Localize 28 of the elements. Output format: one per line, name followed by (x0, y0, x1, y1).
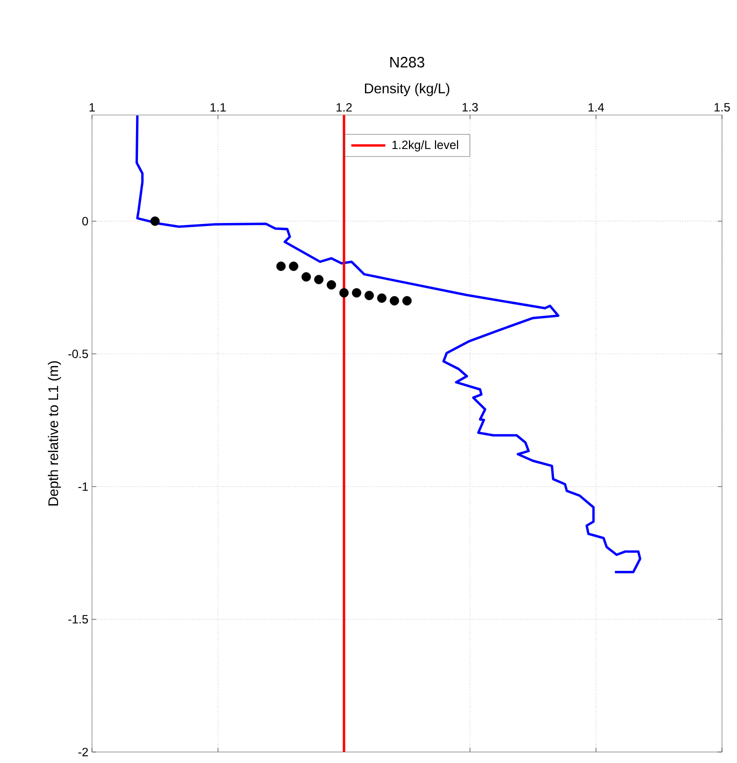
point (377, 293, 386, 303)
x-tick-label: 1 (90, 103, 95, 112)
point (364, 290, 374, 300)
point (326, 280, 336, 290)
ref-line-label: 1.2kg/L level (392, 140, 458, 152)
y-tick-label: 0 (82, 216, 88, 226)
point (402, 296, 412, 306)
y-tick-label: -1 (78, 482, 88, 491)
point (339, 288, 349, 298)
x-tick-label: 1.4 (588, 103, 604, 112)
x-tick-label: 1.1 (210, 103, 226, 112)
y-tick-label: -0.5 (68, 350, 88, 358)
y-tick-label: -2 (78, 748, 88, 756)
chart-title: N283 (390, 56, 424, 68)
x-tick-label: 1.3 (462, 102, 478, 112)
y-axis-title: Depth relative to L1 (m) (48, 361, 61, 506)
y-tick-label: -1.5 (68, 615, 88, 624)
point (302, 272, 311, 282)
x-tick-label: 1.2 (336, 103, 352, 112)
x-tick-label: 1.5 (714, 103, 730, 112)
point (276, 262, 286, 271)
x-axis-title: Density (kg/L) (364, 83, 450, 96)
point (390, 296, 400, 306)
point (150, 216, 160, 226)
point (352, 288, 362, 298)
point (288, 262, 298, 271)
point (314, 274, 324, 284)
line-series (136, 114, 642, 574)
